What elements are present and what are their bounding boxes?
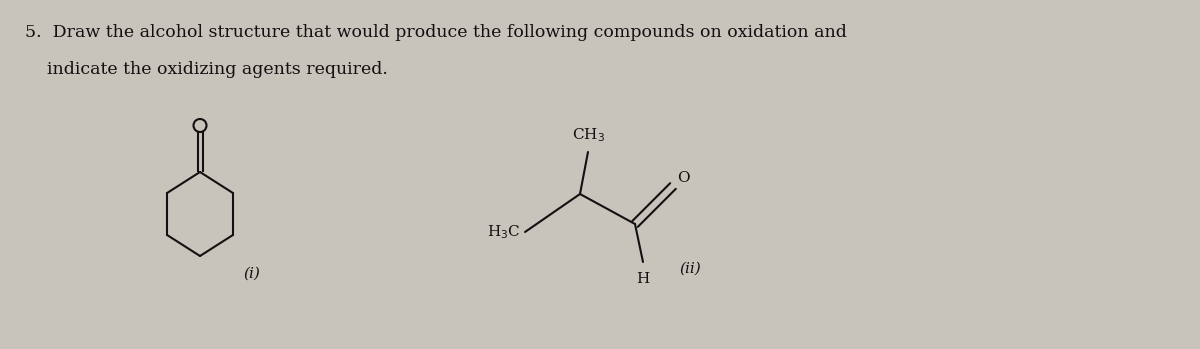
Text: (i): (i) (244, 267, 260, 281)
Text: (ii): (ii) (679, 262, 701, 276)
Text: O: O (677, 171, 689, 185)
Text: CH$_3$: CH$_3$ (571, 126, 605, 144)
Text: H$_3$C: H$_3$C (486, 223, 520, 241)
Text: 5.  Draw the alcohol structure that would produce the following compounds on oxi: 5. Draw the alcohol structure that would… (25, 24, 847, 41)
Text: indicate the oxidizing agents required.: indicate the oxidizing agents required. (25, 61, 388, 78)
Text: H: H (636, 272, 649, 286)
